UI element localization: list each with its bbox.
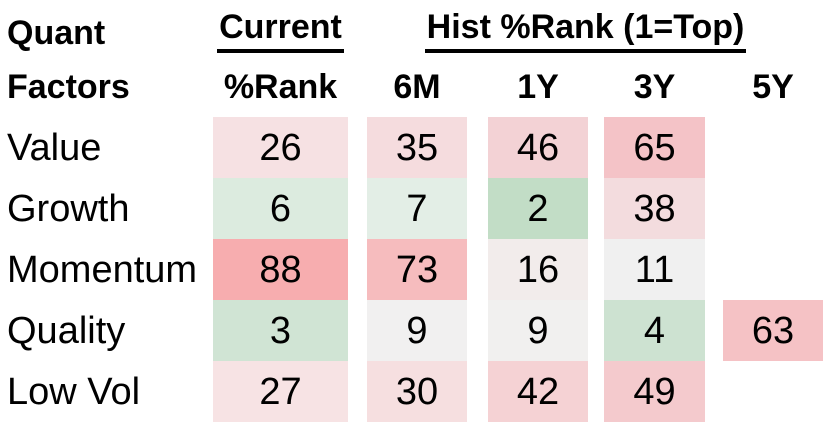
heatmap-cell: 7 [367, 178, 467, 239]
heatmap-cell: 9 [488, 300, 588, 361]
heatmap-cell: 63 [723, 300, 823, 361]
heatmap-cell: 26 [213, 117, 348, 178]
column-header-row: Factors %Rank 6M 1Y 3Y 5Y [0, 57, 826, 117]
row-label: Value [7, 126, 102, 169]
table-row-momentum: Momentum 88 73 16 11 [0, 239, 826, 300]
row-label: Growth [7, 187, 130, 230]
heatmap-cell: 65 [604, 117, 705, 178]
heatmap-cell: 88 [213, 239, 348, 300]
row-label: Quality [7, 309, 126, 352]
table-row-quality: Quality 3 9 9 4 63 [0, 300, 826, 361]
heatmap-cell: 6 [213, 178, 348, 239]
table-title-line2: Factors [7, 68, 130, 106]
hist-header-cell: Hist %Rank (1=Top) [348, 0, 823, 53]
header-group-row: Quant Current Hist %Rank (1=Top) [0, 0, 826, 57]
col-header-5y: 5Y [752, 68, 794, 106]
row-label: Low Vol [7, 370, 141, 413]
heatmap-cell: 11 [604, 239, 705, 300]
row-label: Momentum [7, 248, 198, 291]
heatmap-cell: 46 [488, 117, 588, 178]
col-header-3y: 3Y [633, 68, 676, 106]
heatmap-cell: 30 [367, 361, 467, 422]
heatmap-cell: 73 [367, 239, 467, 300]
heatmap-cell: 35 [367, 117, 467, 178]
table-row-growth: Growth 6 7 2 38 [0, 178, 826, 239]
heatmap-cell: 42 [488, 361, 588, 422]
col-header-1y: 1Y [517, 68, 559, 106]
current-header: Current [217, 10, 344, 53]
heatmap-cell: 16 [488, 239, 588, 300]
hist-header: Hist %Rank (1=Top) [424, 10, 747, 53]
col-header-rank: %Rank [223, 68, 338, 106]
heatmap-cell: 2 [488, 178, 588, 239]
heatmap-cell: 4 [604, 300, 705, 361]
heatmap-cell: 9 [367, 300, 467, 361]
table-title-line1-cell: Quant [0, 0, 213, 50]
table-title-line1: Quant [7, 14, 106, 52]
heatmap-cell: 3 [213, 300, 348, 361]
col-header-6m: 6M [393, 68, 441, 106]
current-header-cell: Current [213, 0, 348, 53]
heatmap-cell-empty [723, 361, 823, 422]
heatmap-cell-empty [723, 117, 823, 178]
heatmap-cell: 27 [213, 361, 348, 422]
heatmap-cell-empty [723, 178, 823, 239]
heatmap-cell: 38 [604, 178, 705, 239]
table-row-low-vol: Low Vol 27 30 42 49 [0, 361, 826, 422]
table-row-value: Value 26 35 46 65 [0, 117, 826, 178]
heatmap-cell-empty [723, 239, 823, 300]
heatmap-cell: 49 [604, 361, 705, 422]
